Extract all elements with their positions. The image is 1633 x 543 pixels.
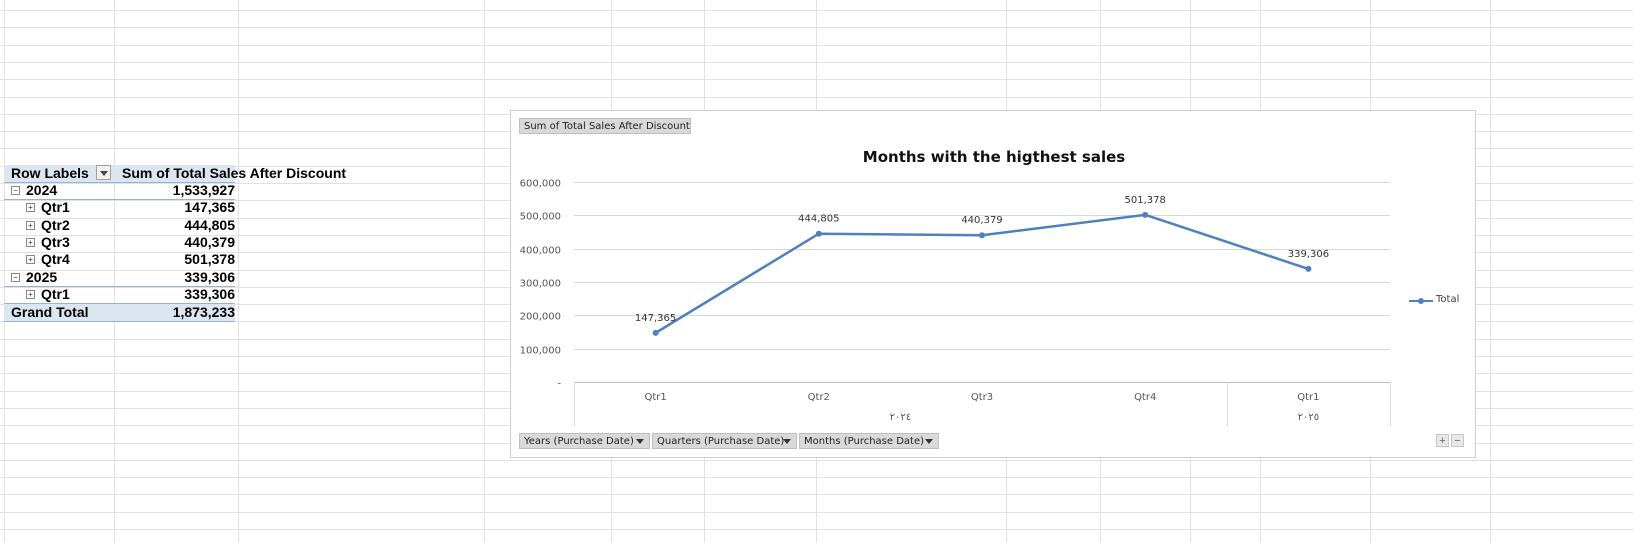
pivot-quarter-row: + Qtr1 147,365 xyxy=(4,199,235,216)
data-label: 501,378 xyxy=(1125,195,1166,206)
months-field-button[interactable]: Months (Purchase Date) xyxy=(799,433,939,449)
pivot-quarter-row: + Qtr3 440,379 xyxy=(4,234,235,251)
y-tick-label: 500,000 xyxy=(520,212,561,223)
pivot-row-label: Qtr1 xyxy=(41,199,70,216)
pivot-row-value: 444,805 xyxy=(184,216,235,233)
data-label: 147,365 xyxy=(635,313,676,324)
chart-title[interactable]: Months with the higthest sales xyxy=(862,148,1126,166)
data-label: 440,379 xyxy=(961,215,1002,226)
group-label: ٢٠٢٤ xyxy=(890,412,911,423)
y-tick-label: - xyxy=(557,379,561,390)
grand-total-label: Grand Total xyxy=(11,304,89,320)
chevron-down-icon xyxy=(636,439,644,444)
chevron-down-icon xyxy=(783,439,791,444)
x-tick-label: Qtr2 xyxy=(808,392,830,403)
pivot-year-row: −2025 339,306 xyxy=(4,269,235,287)
pivot-row-value: 1,533,927 xyxy=(172,182,235,198)
value-field-header: Sum of Total Sales After Discount xyxy=(122,165,347,181)
pivot-row-value: 339,306 xyxy=(184,268,235,285)
data-point[interactable] xyxy=(652,329,659,336)
x-tick-label: Qtr1 xyxy=(1297,392,1319,403)
data-label: 339,306 xyxy=(1288,249,1329,260)
expand-icon[interactable]: + xyxy=(26,255,35,265)
data-point[interactable] xyxy=(1305,265,1312,272)
x-tick-label: Qtr1 xyxy=(644,392,666,403)
expand-icon[interactable]: + xyxy=(26,237,35,247)
pivot-header-row: Row Labels Sum of Total Sales After Disc… xyxy=(4,165,346,183)
x-tick-label: Qtr4 xyxy=(1134,392,1156,403)
pivot-row-label: 2025 xyxy=(26,268,58,285)
pivot-row-value: 147,365 xyxy=(184,199,235,216)
pivot-row-label: 2024 xyxy=(26,182,58,198)
pivot-row-label: Qtr3 xyxy=(41,233,70,250)
years-field-label: Years (Purchase Date) xyxy=(524,436,634,447)
row-labels-filter-button[interactable] xyxy=(96,165,111,180)
pivot-row-label: Qtr2 xyxy=(41,216,70,233)
expand-icon[interactable]: + xyxy=(26,289,35,299)
y-tick-label: 600,000 xyxy=(520,179,561,190)
pivot-row-value: 339,306 xyxy=(184,285,235,302)
expand-icon[interactable]: + xyxy=(26,220,35,230)
pivot-quarter-row: + Qtr1 339,306 xyxy=(4,286,235,303)
legend-marker xyxy=(1418,298,1424,304)
value-field-button-label: Sum of Total Sales After Discount xyxy=(524,121,690,132)
y-tick-label: 400,000 xyxy=(520,246,561,257)
months-field-label: Months (Purchase Date) xyxy=(804,436,925,447)
plot-area: - 100,000 200,000 300,000 400,000 500,000 600,… xyxy=(520,179,1391,426)
grand-total-row: Grand Total 1,873,233 xyxy=(4,303,235,322)
y-tick-label: 300,000 xyxy=(520,279,561,290)
y-tick-label: 200,000 xyxy=(520,312,561,323)
expand-field-button[interactable]: + xyxy=(1436,434,1449,447)
pivot-row-label: Qtr1 xyxy=(41,285,70,302)
data-point[interactable] xyxy=(1142,211,1149,218)
y-tick-label: 100,000 xyxy=(520,346,561,357)
value-field-button[interactable]: Sum of Total Sales After Discount xyxy=(519,118,691,134)
pivot-row-value: 440,379 xyxy=(184,233,235,250)
chevron-down-icon xyxy=(925,439,933,444)
years-field-button[interactable]: Years (Purchase Date) xyxy=(519,433,650,449)
pivot-quarter-row: + Qtr4 501,378 xyxy=(4,251,235,268)
x-tick-label: Qtr3 xyxy=(971,392,993,403)
collapse-icon[interactable]: − xyxy=(11,272,20,282)
grand-total-value: 1,873,233 xyxy=(172,304,235,320)
data-label: 444,805 xyxy=(798,214,839,225)
pivot-chart[interactable]: Sum of Total Sales After Discount Months… xyxy=(510,110,1476,458)
legend-label: Total xyxy=(1436,294,1460,305)
pivot-quarter-row: + Qtr2 444,805 xyxy=(4,217,235,234)
pivot-row-value: 501,378 xyxy=(184,251,235,268)
collapse-icon[interactable]: − xyxy=(11,186,20,195)
quarters-field-button[interactable]: Quarters (Purchase Date) xyxy=(652,433,797,449)
pivot-row-label: Qtr4 xyxy=(41,251,70,268)
data-point[interactable] xyxy=(979,232,985,239)
expand-icon[interactable]: + xyxy=(26,203,35,213)
row-labels-header: Row Labels xyxy=(11,165,89,181)
group-label: ٢٠٢٥ xyxy=(1298,412,1319,423)
quarters-field-label: Quarters (Purchase Date) xyxy=(657,436,785,447)
pivot-year-row: −2024 1,533,927 xyxy=(4,182,235,200)
collapse-field-button[interactable]: − xyxy=(1451,434,1464,447)
data-point[interactable] xyxy=(815,230,822,237)
